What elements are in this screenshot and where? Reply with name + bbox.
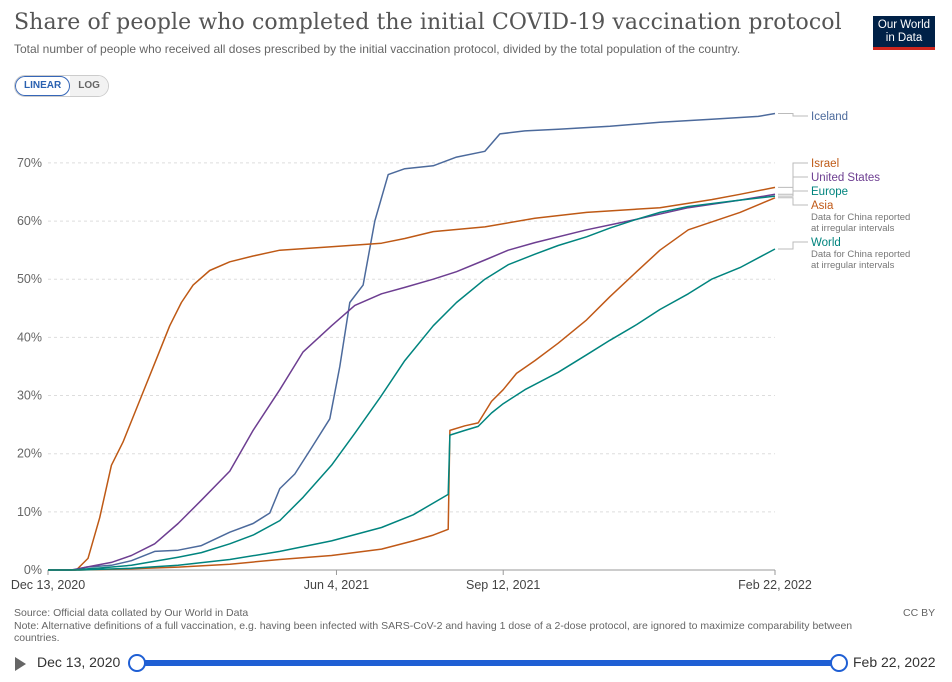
chart-subtitle: Total number of people who received all … <box>14 42 741 56</box>
y-tick-label: 30% <box>17 389 42 403</box>
label-connector <box>778 176 808 195</box>
logo-line2: in Data <box>885 32 923 44</box>
series-line-iceland <box>48 112 776 571</box>
series-line-united-states <box>48 193 776 571</box>
timeline-end-label: Feb 22, 2022 <box>853 654 936 670</box>
series-note: at irregular intervals <box>811 260 895 271</box>
y-tick-label: 20% <box>17 447 42 461</box>
series-label-israel: Israel <box>811 158 839 170</box>
series-line-israel <box>48 186 776 571</box>
x-tick-label: Sep 12, 2021 <box>466 578 540 592</box>
y-tick-label: 0% <box>24 563 42 577</box>
label-connector <box>778 197 808 206</box>
timeline-start-label: Dec 13, 2020 <box>37 654 121 670</box>
timeline-bar: Dec 13, 2020 Feb 22, 2022 <box>0 648 952 678</box>
timeline-end-handle[interactable] <box>830 654 848 672</box>
series-note: at irregular intervals <box>811 223 895 234</box>
chart-title: Share of people who completed the initia… <box>14 10 842 35</box>
x-tick-label: Jun 4, 2021 <box>304 578 369 592</box>
y-tick-label: 50% <box>17 272 42 286</box>
x-tick-label: Dec 13, 2020 <box>11 578 85 592</box>
scale-toggle: LINEAR LOG <box>14 75 109 97</box>
label-connector <box>778 162 808 188</box>
linear-scale-button[interactable]: LINEAR <box>15 76 71 96</box>
footer-notes: Source: Official data collated by Our Wo… <box>14 607 894 645</box>
label-connector <box>778 113 808 117</box>
timeline-track[interactable] <box>136 660 838 666</box>
series-note: Data for China reported <box>811 212 910 223</box>
play-icon[interactable] <box>15 657 26 671</box>
log-scale-button[interactable]: LOG <box>70 76 108 96</box>
logo-line1: Our World <box>877 19 931 31</box>
y-tick-label: 60% <box>17 214 42 228</box>
y-tick-label: 40% <box>17 330 42 344</box>
y-tick-label: 10% <box>17 505 42 519</box>
methodology-note: Note: Alternative definitions of a full … <box>14 619 853 645</box>
series-line-asia <box>48 197 776 571</box>
series-label-united-states: United States <box>811 172 880 184</box>
timeline-start-handle[interactable] <box>128 654 146 672</box>
series-line-europe <box>48 195 776 571</box>
license-link[interactable]: CC BY <box>903 607 936 619</box>
series-label-world: World <box>811 237 841 249</box>
owid-logo[interactable]: Our World in Data <box>873 16 935 50</box>
label-connector <box>778 241 808 250</box>
series-label-iceland: Iceland <box>811 111 848 123</box>
series-note: Data for China reported <box>811 249 910 260</box>
series-label-asia: Asia <box>811 200 834 212</box>
series-label-europe: Europe <box>811 186 848 198</box>
series-line-world <box>48 248 776 571</box>
label-connector <box>778 190 808 197</box>
source-note: Source: Official data collated by Our Wo… <box>14 607 249 619</box>
x-tick-label: Feb 22, 2022 <box>738 578 812 592</box>
y-tick-label: 70% <box>17 156 42 170</box>
line-chart: 0% 10% 20% 30% 40% 50% 60% 70% Dec 13, 2020 Jun 4… <box>11 111 910 592</box>
